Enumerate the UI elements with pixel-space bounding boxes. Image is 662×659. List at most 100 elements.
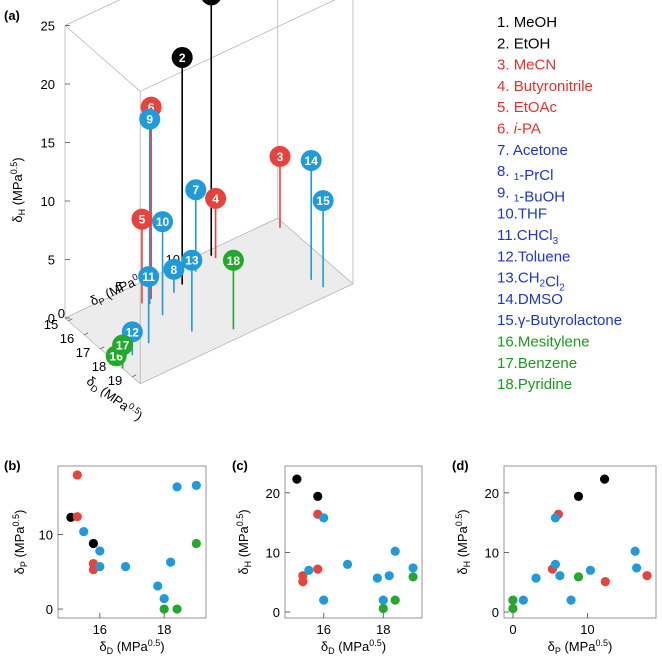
marker-label-18: 18 bbox=[227, 254, 241, 268]
legend-item-6: 6. i-PA bbox=[497, 121, 541, 138]
marker-18 bbox=[222, 249, 244, 271]
marker-label-1: 1 bbox=[208, 0, 215, 2]
point-16 bbox=[159, 604, 169, 614]
plot-frame bbox=[57, 465, 207, 619]
marker-label-15: 15 bbox=[316, 194, 330, 208]
plot-d: 0 10 0 10 20 δP (MPa0.5) δH (MPa0.5) bbox=[454, 465, 657, 656]
point-18 bbox=[573, 572, 584, 582]
point-15 bbox=[632, 563, 642, 573]
x-tick-mark bbox=[68, 318, 73, 322]
legend-item-16: 16.Mesitylene bbox=[497, 334, 590, 351]
legend-item-18: 18.Pyridine bbox=[497, 376, 572, 393]
marker-9 bbox=[139, 108, 161, 130]
legend-item-10: 10.THF bbox=[497, 206, 547, 223]
marker-label-9: 9 bbox=[146, 113, 153, 127]
marker-label-11: 11 bbox=[142, 270, 155, 284]
marker-8 bbox=[163, 258, 185, 280]
x-tick-label: 16 bbox=[60, 331, 74, 346]
point-12 bbox=[378, 595, 388, 605]
y-tick-label: 10 bbox=[266, 545, 280, 560]
point-4 bbox=[600, 577, 610, 587]
marker-15 bbox=[312, 190, 334, 212]
box-edge bbox=[64, 25, 141, 92]
panel-label-c: (c) bbox=[232, 458, 248, 473]
legend-item-3: 3. MeCN bbox=[497, 57, 556, 74]
marker-label-6: 6 bbox=[148, 101, 155, 115]
x-tick-label: 18 bbox=[157, 622, 171, 637]
legend-item-11: 11.CHCl3 bbox=[497, 227, 559, 247]
x-axis-label: δP (MPa0.5) bbox=[548, 638, 613, 656]
marker-10 bbox=[152, 211, 174, 233]
plot-b: 16 18 0 10 δD (MPa0.5) δP (MPa0.5) bbox=[11, 465, 207, 656]
marker-label-2: 2 bbox=[179, 51, 186, 65]
y-tick-label: 20 bbox=[485, 486, 499, 501]
marker-5 bbox=[131, 208, 153, 230]
point-14 bbox=[172, 482, 182, 492]
box-edge bbox=[64, 0, 121, 26]
panel-label-a: (a) bbox=[4, 8, 20, 23]
y-tick-label: 20 bbox=[266, 486, 280, 501]
x-tick-mark bbox=[84, 332, 89, 336]
plot-c: 16 18 0 10 20 δD (MPa0.5) δH (MPa0.5) bbox=[235, 465, 423, 656]
point-10 bbox=[120, 561, 131, 572]
point-14 bbox=[630, 546, 640, 556]
marker-label-8: 8 bbox=[171, 263, 178, 277]
y-axis-label: δP (MPa0.5) bbox=[11, 510, 29, 575]
point-2 bbox=[88, 538, 98, 549]
x-tick-label: 18 bbox=[376, 622, 390, 637]
marker-label-3: 3 bbox=[277, 150, 284, 164]
x-tick-label: 10 bbox=[580, 622, 594, 637]
point-13 bbox=[166, 557, 176, 567]
point-4 bbox=[298, 577, 308, 587]
y-tick-label: 10 bbox=[39, 528, 53, 543]
y-tick-label: 0 bbox=[273, 605, 280, 620]
panel-label-d: (d) bbox=[452, 458, 469, 473]
y-axis-label: δH (MPa0.5) bbox=[454, 509, 472, 574]
point-8 bbox=[319, 595, 329, 605]
legend-item-2: 2. EtOH bbox=[497, 35, 550, 52]
z-tick-label: 10 bbox=[41, 194, 55, 209]
point-11 bbox=[531, 573, 541, 583]
legend-item-17: 17.Benzene bbox=[497, 355, 577, 372]
point-9 bbox=[319, 513, 329, 523]
point-16 bbox=[378, 603, 388, 614]
point-5 bbox=[313, 564, 323, 574]
legend-item-5: 5. EtOAc bbox=[497, 99, 558, 116]
plot-frame bbox=[284, 465, 423, 619]
point-7 bbox=[79, 526, 89, 537]
point-15 bbox=[191, 480, 201, 490]
point-1 bbox=[292, 474, 302, 484]
marker-3 bbox=[269, 145, 291, 167]
point-8 bbox=[95, 546, 105, 556]
legend-item-15: 15.γ-Butyrolactone bbox=[497, 312, 622, 329]
point-15 bbox=[408, 563, 418, 573]
panel-label-b: (b) bbox=[4, 458, 21, 473]
point-10 bbox=[342, 559, 353, 569]
x-tick-mark bbox=[100, 346, 105, 350]
point-16 bbox=[508, 603, 518, 614]
x-tick-mark bbox=[132, 374, 137, 378]
marker-17 bbox=[112, 334, 134, 356]
marker-label-14: 14 bbox=[305, 154, 319, 168]
point-9 bbox=[550, 513, 561, 523]
x-tick-label: 16 bbox=[316, 622, 330, 637]
legend-item-13: 13.CH2Cl2 bbox=[497, 270, 565, 294]
point-1 bbox=[599, 474, 610, 484]
marker-2 bbox=[171, 47, 193, 68]
y-tick-label: 0 bbox=[58, 306, 65, 321]
x-tick-label: 19 bbox=[108, 373, 122, 388]
point-11 bbox=[153, 581, 163, 591]
point-13 bbox=[384, 571, 394, 581]
point-17 bbox=[508, 595, 518, 605]
point-13 bbox=[555, 571, 565, 581]
legend-item-7: 7. Acetone bbox=[497, 142, 568, 159]
x-axis-label: δD (MPa0.5) bbox=[99, 638, 164, 656]
point-9 bbox=[95, 561, 105, 572]
marker-1 bbox=[202, 0, 221, 6]
z-tick-label: 20 bbox=[41, 77, 55, 92]
plot-3d: 051015202515161718190510δH (MPa0.5)δP (M… bbox=[9, 0, 354, 424]
marker-label-7: 7 bbox=[192, 183, 199, 197]
legend-item-8: 8. 1-PrCl bbox=[497, 163, 553, 184]
marker-7 bbox=[185, 179, 207, 201]
